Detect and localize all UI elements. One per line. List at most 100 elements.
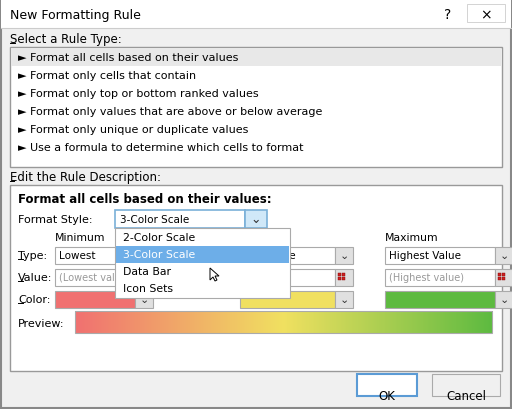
Text: 50: 50	[244, 272, 258, 282]
Bar	[221, 311, 223, 333]
Text: Value:: Value:	[18, 272, 52, 282]
Bar	[424, 311, 426, 333]
Bar	[89, 311, 90, 333]
Bar	[240, 270, 335, 286]
Bar	[124, 311, 125, 333]
Bar	[364, 311, 366, 333]
Bar	[266, 311, 267, 333]
Bar	[214, 311, 215, 333]
Text: 3-Color Scale: 3-Color Scale	[123, 250, 195, 260]
Bar	[138, 277, 141, 280]
Text: 3-Color Scale: 3-Color Scale	[120, 214, 189, 225]
Bar	[212, 311, 214, 333]
Bar	[104, 311, 106, 333]
Bar	[400, 311, 402, 333]
Bar	[249, 311, 251, 333]
Bar	[195, 311, 197, 333]
Bar	[438, 311, 439, 333]
Bar	[134, 311, 135, 333]
Bar	[361, 311, 363, 333]
Bar	[365, 311, 367, 333]
Bar	[10, 48, 502, 168]
Bar	[449, 311, 451, 333]
Bar	[255, 311, 257, 333]
Bar	[95, 311, 96, 333]
Bar	[325, 311, 327, 333]
Bar	[436, 311, 437, 333]
Bar	[125, 311, 126, 333]
Bar	[408, 311, 409, 333]
Bar	[178, 311, 180, 333]
Bar	[220, 311, 222, 333]
Bar	[240, 247, 335, 264]
Bar	[135, 247, 153, 264]
Bar	[344, 311, 346, 333]
Bar	[488, 311, 489, 333]
Bar	[161, 311, 163, 333]
Text: ► Use a formula to determine which cells to format: ► Use a formula to determine which cells…	[18, 143, 304, 153]
Bar	[383, 311, 385, 333]
Bar	[110, 311, 111, 333]
Bar	[442, 311, 443, 333]
Bar	[294, 311, 295, 333]
Bar	[398, 311, 400, 333]
Bar	[189, 311, 191, 333]
Bar	[116, 246, 289, 263]
Bar	[350, 311, 352, 333]
Bar	[416, 311, 417, 333]
Text: Format all cells based on their values:: Format all cells based on their values:	[18, 193, 272, 206]
Bar	[179, 311, 181, 333]
Bar	[166, 311, 167, 333]
Bar	[297, 311, 298, 333]
Bar	[413, 311, 414, 333]
Bar	[244, 311, 245, 333]
Bar	[450, 311, 452, 333]
Bar	[502, 273, 505, 276]
Bar	[430, 311, 431, 333]
Bar	[457, 311, 458, 333]
Bar	[219, 311, 220, 333]
Bar	[362, 311, 364, 333]
Bar	[227, 311, 229, 333]
Bar	[252, 311, 254, 333]
Bar	[392, 311, 393, 333]
Bar	[270, 311, 271, 333]
Bar	[258, 311, 259, 333]
Bar	[328, 311, 330, 333]
Bar	[345, 311, 347, 333]
Bar	[296, 311, 297, 333]
Bar	[288, 311, 289, 333]
Bar	[138, 311, 139, 333]
Bar	[156, 311, 158, 333]
Text: Midpoint: Midpoint	[240, 232, 287, 243]
Bar	[172, 311, 174, 333]
Bar	[101, 311, 102, 333]
Bar	[232, 311, 234, 333]
Bar	[473, 311, 475, 333]
Bar	[414, 311, 415, 333]
Bar	[226, 311, 228, 333]
Bar	[431, 311, 432, 333]
Bar	[317, 311, 318, 333]
Bar	[481, 311, 482, 333]
Bar	[309, 311, 310, 333]
Bar	[356, 311, 358, 333]
Bar	[369, 311, 371, 333]
Bar	[106, 311, 108, 333]
Bar	[327, 311, 329, 333]
Bar	[97, 311, 98, 333]
Bar	[181, 311, 183, 333]
Bar	[261, 311, 262, 333]
Bar	[79, 311, 81, 333]
Bar	[81, 311, 83, 333]
Text: OK: OK	[378, 389, 395, 402]
Bar	[206, 311, 208, 333]
Text: ⌄: ⌄	[139, 294, 148, 304]
Bar	[169, 311, 170, 333]
Bar	[337, 311, 338, 333]
Bar	[448, 311, 450, 333]
Bar	[170, 311, 172, 333]
Bar	[132, 311, 134, 333]
Bar	[242, 311, 243, 333]
Bar	[459, 311, 460, 333]
